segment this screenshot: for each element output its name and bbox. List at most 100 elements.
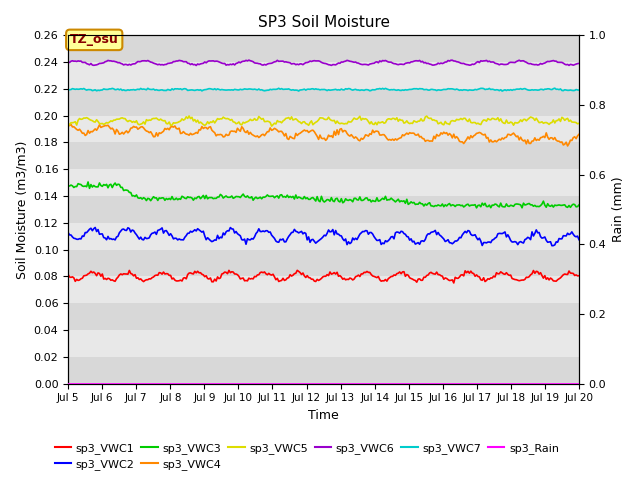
- sp3_VWC4: [129, 125, 136, 131]
- Bar: [68, 276, 579, 303]
- sp3_VWC5: [185, 113, 193, 119]
- sp3_VWC1: [234, 272, 241, 277]
- Bar: [68, 36, 579, 62]
- Bar: [68, 116, 579, 143]
- sp3_VWC7: [551, 85, 559, 91]
- Y-axis label: Soil Moisture (m3/m3): Soil Moisture (m3/m3): [15, 140, 28, 278]
- sp3_VWC6: [244, 58, 252, 64]
- sp3_VWC4: [244, 128, 252, 133]
- sp3_VWC3: [129, 193, 136, 199]
- sp3_VWC4: [289, 135, 297, 141]
- sp3_Rain: [288, 381, 296, 386]
- sp3_VWC5: [575, 120, 583, 126]
- sp3_VWC1: [550, 278, 557, 284]
- Title: SP3 Soil Moisture: SP3 Soil Moisture: [257, 15, 390, 30]
- sp3_VWC4: [548, 135, 556, 141]
- Line: sp3_VWC3: sp3_VWC3: [68, 182, 579, 208]
- sp3_VWC6: [550, 58, 557, 63]
- sp3_VWC3: [244, 193, 252, 199]
- sp3_VWC3: [289, 193, 297, 199]
- Bar: [68, 250, 579, 276]
- sp3_VWC6: [127, 62, 134, 68]
- Bar: [68, 357, 579, 384]
- X-axis label: Time: Time: [308, 409, 339, 422]
- sp3_VWC1: [242, 277, 250, 283]
- sp3_VWC7: [64, 87, 72, 93]
- sp3_Rain: [234, 381, 241, 386]
- Line: sp3_VWC4: sp3_VWC4: [68, 124, 579, 146]
- sp3_VWC5: [268, 123, 275, 129]
- sp3_VWC7: [575, 87, 583, 93]
- Line: sp3_VWC6: sp3_VWC6: [68, 60, 579, 65]
- sp3_VWC6: [575, 60, 583, 66]
- sp3_VWC7: [234, 87, 241, 93]
- Bar: [68, 169, 579, 196]
- sp3_Rain: [64, 381, 72, 386]
- sp3_Rain: [547, 381, 554, 386]
- sp3_VWC6: [245, 57, 253, 63]
- sp3_VWC2: [64, 230, 72, 236]
- sp3_VWC5: [218, 116, 226, 122]
- sp3_VWC4: [64, 123, 72, 129]
- sp3_VWC6: [218, 60, 226, 66]
- sp3_VWC1: [127, 271, 134, 276]
- sp3_VWC3: [218, 192, 226, 198]
- sp3_VWC2: [289, 229, 297, 235]
- sp3_VWC1: [293, 267, 301, 273]
- Line: sp3_VWC2: sp3_VWC2: [68, 228, 579, 246]
- sp3_VWC4: [218, 132, 226, 138]
- Bar: [68, 330, 579, 357]
- sp3_VWC2: [218, 235, 226, 240]
- Bar: [68, 303, 579, 330]
- sp3_VWC2: [129, 227, 136, 233]
- sp3_VWC4: [235, 127, 243, 133]
- sp3_VWC6: [193, 62, 200, 68]
- sp3_VWC5: [244, 119, 252, 125]
- sp3_VWC1: [216, 275, 224, 281]
- sp3_VWC2: [244, 236, 252, 241]
- sp3_VWC7: [216, 87, 224, 93]
- Line: sp3_VWC1: sp3_VWC1: [68, 270, 579, 283]
- sp3_VWC2: [92, 225, 99, 230]
- Bar: [68, 223, 579, 250]
- sp3_VWC5: [127, 118, 134, 124]
- sp3_VWC1: [575, 273, 583, 278]
- sp3_VWC7: [242, 86, 250, 92]
- sp3_VWC4: [67, 121, 75, 127]
- sp3_VWC3: [235, 194, 243, 200]
- sp3_VWC1: [64, 272, 72, 277]
- sp3_Rain: [127, 381, 134, 386]
- sp3_VWC1: [450, 280, 458, 286]
- sp3_VWC3: [473, 205, 481, 211]
- sp3_Rain: [216, 381, 224, 386]
- sp3_VWC2: [575, 237, 583, 242]
- sp3_VWC4: [575, 132, 583, 137]
- Text: TZ_osu: TZ_osu: [70, 34, 118, 47]
- Line: sp3_VWC7: sp3_VWC7: [68, 88, 579, 91]
- Bar: [68, 62, 579, 89]
- sp3_VWC7: [499, 88, 506, 94]
- sp3_VWC3: [575, 202, 583, 208]
- sp3_VWC5: [291, 117, 298, 122]
- sp3_Rain: [575, 381, 583, 386]
- sp3_VWC3: [84, 179, 92, 185]
- sp3_VWC3: [64, 183, 72, 189]
- sp3_VWC3: [550, 204, 557, 210]
- sp3_Rain: [242, 381, 250, 386]
- Bar: [68, 196, 579, 223]
- Bar: [68, 89, 579, 116]
- sp3_VWC2: [235, 232, 243, 238]
- sp3_VWC1: [288, 273, 296, 279]
- Line: sp3_VWC5: sp3_VWC5: [68, 116, 579, 126]
- sp3_VWC2: [550, 243, 557, 249]
- sp3_VWC6: [235, 59, 243, 65]
- sp3_VWC4: [564, 143, 572, 149]
- sp3_VWC6: [64, 60, 72, 65]
- sp3_VWC7: [548, 87, 556, 93]
- sp3_VWC7: [288, 87, 296, 93]
- sp3_VWC5: [64, 120, 72, 126]
- sp3_VWC6: [291, 61, 298, 67]
- sp3_VWC2: [548, 243, 556, 249]
- sp3_VWC5: [235, 119, 243, 125]
- Y-axis label: Rain (mm): Rain (mm): [612, 177, 625, 242]
